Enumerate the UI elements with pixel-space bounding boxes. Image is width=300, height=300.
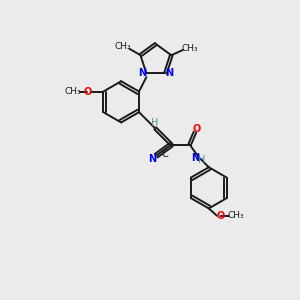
Text: CH₃: CH₃: [182, 44, 198, 52]
Text: H: H: [198, 155, 205, 166]
Text: CH₃: CH₃: [228, 211, 244, 220]
Text: N: N: [191, 152, 199, 163]
Text: C: C: [162, 149, 169, 159]
Text: N: N: [165, 68, 173, 78]
Text: H: H: [151, 118, 158, 128]
Text: N: N: [148, 154, 156, 164]
Text: CH₃: CH₃: [65, 87, 82, 96]
Text: N: N: [139, 68, 147, 78]
Text: O: O: [216, 211, 225, 221]
Text: O: O: [192, 124, 201, 134]
Text: CH₃: CH₃: [115, 42, 131, 51]
Text: O: O: [83, 87, 92, 97]
